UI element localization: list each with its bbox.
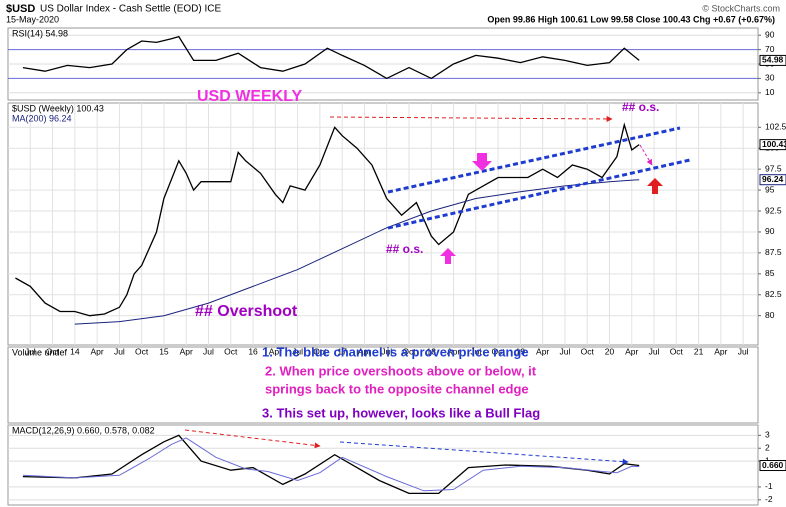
last-value-label: 54.98 (762, 55, 784, 65)
arrow (639, 144, 653, 166)
x-tick-label: Apr (180, 346, 193, 356)
instrument-name: US Dollar Index - Cash Settle (EOD) ICE (40, 4, 221, 15)
y-tick-label: 82.5 (765, 289, 782, 299)
x-tick-label: Jul (381, 346, 392, 356)
y-tick-label: 2 (765, 442, 770, 452)
x-tick-label: Oct (46, 346, 60, 356)
y-tick-label: 87.5 (765, 247, 782, 257)
annotation: 2. When price overshoots above or below,… (265, 363, 537, 378)
x-tick-label: Oct (224, 346, 238, 356)
last-value-box (759, 54, 786, 66)
x-tick-label: Jul (649, 346, 660, 356)
x-tick-label: Jul (203, 346, 214, 356)
x-tick-label: Oct (581, 346, 595, 356)
down-arrow (472, 153, 492, 171)
up-arrow (440, 248, 456, 264)
x-tick-label: Oct (135, 346, 149, 356)
y-tick-label: 92.5 (765, 205, 782, 215)
arrow (339, 441, 629, 465)
panel-title: RSI(14) 54.98 (12, 28, 68, 38)
y-tick-label: 90 (765, 29, 775, 39)
y-tick-label: 10 (765, 87, 775, 97)
panel-subtitle: MA(200) 96.24 (12, 113, 72, 123)
panel-title: MACD(12,26,9) 0.660, 0.578, 0.082 (12, 425, 155, 435)
x-tick-label: Jul (738, 346, 749, 356)
symbol: $USD (6, 3, 35, 15)
x-tick-label: 19 (516, 346, 526, 356)
annotation: ## o.s. (622, 100, 659, 114)
quote: Open 99.86 High 100.61 Low 99.58 Close 1… (487, 14, 775, 24)
x-tick-label: Apr (447, 346, 460, 356)
y-tick-label: 70 (765, 44, 775, 54)
x-tick-label: 18 (427, 346, 437, 356)
x-tick-label: Oct (402, 346, 416, 356)
last-value-box (759, 460, 786, 472)
x-tick-label: 17 (337, 346, 347, 356)
x-tick-label: 14 (70, 346, 80, 356)
annotation: 1. The blue channel is a proven price ra… (262, 344, 529, 359)
last-value-label: 96.24 (762, 174, 784, 184)
y-tick-label: 80 (765, 310, 775, 320)
x-tick-label: Jul (114, 346, 125, 356)
annotation: ## o.s. (386, 242, 423, 256)
arrow (184, 429, 321, 449)
x-tick-label: Jul (470, 346, 481, 356)
x-tick-label: Oct (670, 346, 684, 356)
x-tick-label: Apr (269, 346, 282, 356)
channel-bottom (387, 158, 691, 230)
x-tick-label: Apr (358, 346, 371, 356)
y-tick-label: 30 (765, 73, 775, 83)
volume-label: Volume undef (12, 347, 68, 357)
annotation: ## Overshoot (195, 303, 298, 320)
y-tick-label: -1 (765, 481, 773, 491)
arrow (329, 115, 613, 122)
x-tick-label: Apr (714, 346, 727, 356)
last-value-box (759, 174, 786, 186)
series-line (74, 179, 640, 325)
series-line (22, 35, 640, 80)
x-tick-label: 20 (605, 346, 615, 356)
annotation: 3. This set up, however, looks like a Bu… (262, 405, 540, 420)
y-tick-label: 90 (765, 226, 775, 236)
y-tick-label: 85 (765, 268, 775, 278)
x-tick-label: Oct (491, 346, 505, 356)
y-tick-label: 97.5 (765, 163, 782, 173)
x-tick-label: Oct (313, 346, 327, 356)
x-tick-label: 21 (694, 346, 704, 356)
x-tick-label: Jul (292, 346, 303, 356)
y-tick-label: 95 (765, 184, 775, 194)
series-line (15, 122, 640, 317)
x-tick-label: Jul (25, 346, 36, 356)
panel (7, 102, 759, 346)
last-value-box (759, 139, 786, 151)
x-tick-label: Apr (625, 346, 638, 356)
panel-title: $USD (Weekly) 100.43 (12, 103, 104, 113)
x-tick-label: Apr (90, 346, 103, 356)
up-arrow (647, 178, 663, 194)
last-value-label: 100.43 (762, 139, 786, 149)
y-tick-label: 102.5 (765, 122, 786, 132)
volume-panel (7, 346, 759, 424)
date: 15-May-2020 (6, 14, 59, 24)
channel-top (387, 126, 681, 194)
panel (7, 424, 759, 506)
x-tick-label: Apr (536, 346, 549, 356)
x-tick-label: Jul (559, 346, 570, 356)
y-tick-label: 3 (765, 430, 770, 440)
y-tick-label: -2 (765, 494, 773, 504)
annotation: springs back to the opposite channel edg… (265, 381, 529, 396)
x-tick-label: 15 (159, 346, 169, 356)
series-line (22, 437, 640, 492)
last-value-label: 0.660 (762, 460, 784, 470)
chart-heading: USD WEEKLY (197, 88, 303, 105)
credit: © StockCharts.com (702, 3, 780, 13)
x-tick-label: 16 (248, 346, 258, 356)
